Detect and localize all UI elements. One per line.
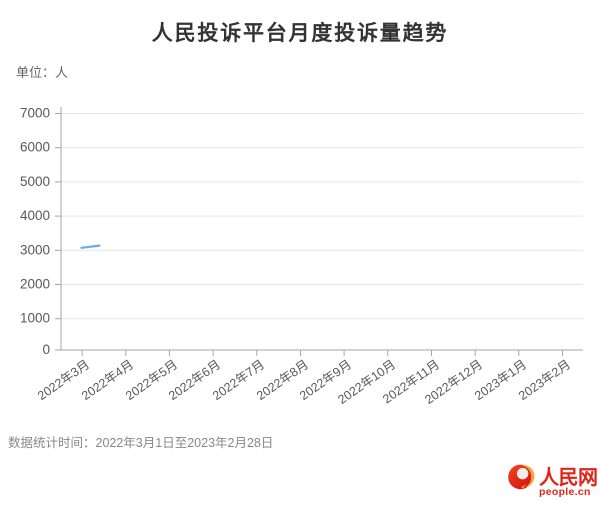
svg-text:5000: 5000 xyxy=(20,174,50,189)
svg-text:1000: 1000 xyxy=(20,311,50,326)
svg-text:people.cn: people.cn xyxy=(539,486,591,498)
svg-text:7000: 7000 xyxy=(20,106,50,121)
svg-text:6000: 6000 xyxy=(20,140,50,155)
svg-text:0: 0 xyxy=(42,342,50,357)
svg-text:2000: 2000 xyxy=(20,277,50,292)
svg-text:3000: 3000 xyxy=(20,242,50,257)
svg-text:4000: 4000 xyxy=(20,208,50,223)
